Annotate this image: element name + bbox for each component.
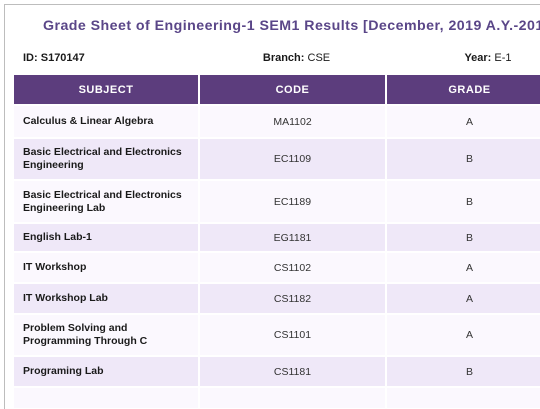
code-cell: CS1101 — [200, 315, 385, 355]
table-row: Problem Solving and Programming Through … — [14, 315, 540, 355]
table-row: Programing Lab CS1181 B — [14, 357, 540, 386]
branch-value: CSE — [307, 52, 331, 64]
student-info-bar: ID: S170147 Branch: CSE Year: E-1 — [5, 43, 540, 73]
grade-cell: B — [387, 357, 540, 386]
grade-cell: A — [387, 253, 540, 282]
grade-cell: B — [387, 181, 540, 222]
code-cell: MA1102 — [200, 106, 385, 137]
table-row: Calculus & Linear Algebra MA1102 A — [14, 106, 540, 137]
table-row: Basic Electrical and Electronics Enginee… — [14, 139, 540, 179]
year-label: Year: — [464, 52, 492, 64]
grade-cell: B — [387, 224, 540, 251]
grade-cell: A — [387, 106, 540, 137]
student-year: Year: E-1 — [387, 52, 540, 64]
student-id-value: S170147 — [40, 52, 85, 64]
branch-label: Branch: — [262, 52, 305, 64]
page-title: Grade Sheet of Engineering-1 SEM1 Result… — [43, 18, 540, 34]
table-header-row: SUBJECT CODE GRADE — [14, 75, 540, 104]
table-row: Basic Electrical and Electronics Enginee… — [14, 181, 540, 222]
student-branch: Branch: CSE — [200, 52, 387, 64]
table-row: IT Workshop CS1102 A — [14, 253, 540, 282]
student-id-label: ID: — [23, 52, 38, 64]
subject-cell: Basic Electrical and Electronics Enginee… — [14, 139, 198, 179]
grade-cell: A — [387, 284, 540, 313]
subject-cell: IT Workshop Lab — [14, 284, 198, 313]
subject-cell: IT Workshop — [14, 253, 198, 282]
student-id: ID: S170147 — [5, 52, 200, 64]
subject-cell: Basic Electrical and Electronics Enginee… — [14, 181, 198, 222]
code-cell: EC1109 — [200, 139, 385, 179]
table-row: IT Workshop Lab CS1182 A — [14, 284, 540, 313]
column-header-subject: SUBJECT — [14, 75, 198, 104]
code-cell: CS1181 — [200, 357, 385, 386]
code-cell: CS1102 — [200, 253, 385, 282]
code-cell: CS1182 — [200, 284, 385, 313]
subject-cell: English Lab-1 — [14, 224, 198, 251]
grade-sheet: Grade Sheet of Engineering-1 SEM1 Result… — [4, 4, 540, 409]
year-value: E-1 — [494, 52, 512, 64]
code-cell: EG1181 — [200, 224, 385, 251]
grade-cell: A — [387, 315, 540, 355]
subject-cell: Programing Lab — [14, 357, 198, 386]
column-header-code: CODE — [200, 75, 385, 104]
grades-table: SUBJECT CODE GRADE Calculus & Linear Alg… — [12, 73, 540, 409]
subject-cell: Calculus & Linear Algebra — [14, 106, 198, 137]
column-header-grade: GRADE — [387, 75, 540, 104]
table-row: English Lab-1 EG1181 B — [14, 224, 540, 251]
code-cell: EC1189 — [200, 181, 385, 222]
grade-cell: B — [387, 139, 540, 179]
subject-cell: Problem Solving and Programming Through … — [14, 315, 198, 355]
table-row-empty — [14, 388, 540, 408]
